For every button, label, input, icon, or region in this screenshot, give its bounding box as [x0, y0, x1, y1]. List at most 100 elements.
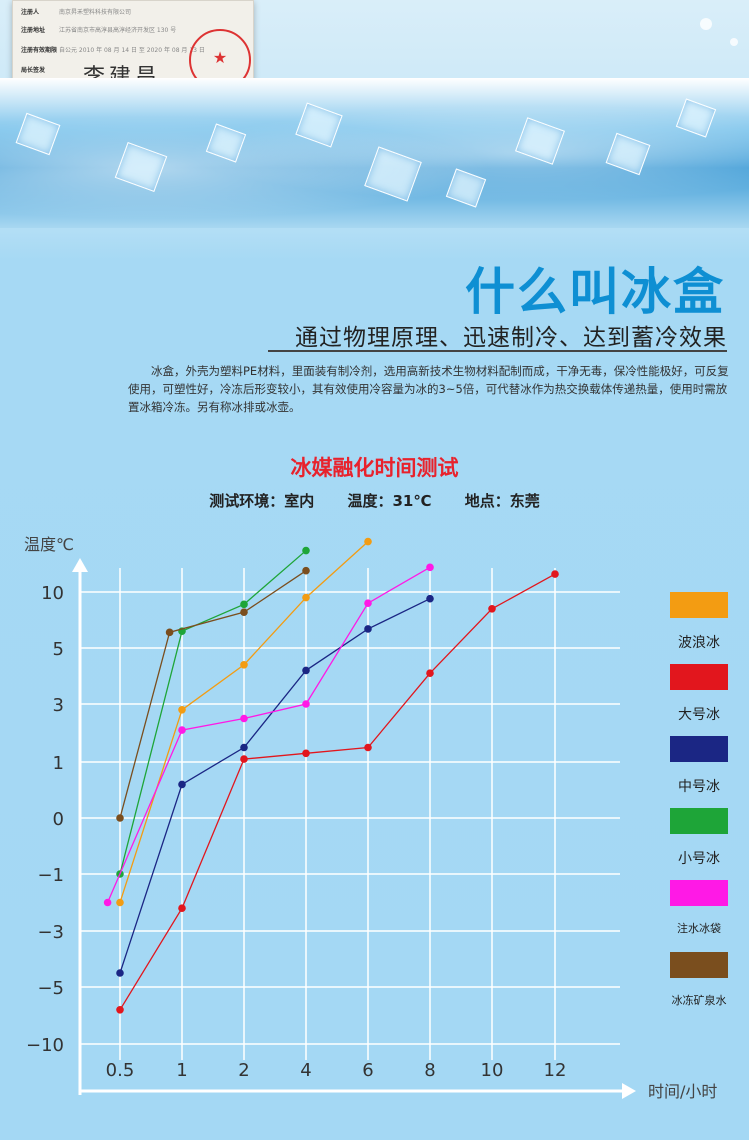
legend-swatch — [670, 952, 728, 978]
legend-item: 冰冻矿泉水 — [670, 952, 728, 1008]
env-temperature: 温度：31℃ — [347, 492, 432, 510]
ice-cube-decoration — [205, 123, 247, 163]
legend-label: 波浪冰 — [678, 635, 720, 651]
data-point — [116, 814, 124, 822]
data-point — [165, 628, 174, 637]
series-line — [119, 598, 431, 974]
data-point — [116, 969, 124, 977]
x-axis-label: 时间/小时 — [648, 1082, 717, 1101]
series-line — [119, 570, 307, 819]
chart-axes — [72, 558, 636, 1099]
data-point — [240, 714, 248, 723]
data-point — [364, 537, 372, 546]
data-point — [103, 898, 112, 907]
data-point — [178, 726, 186, 734]
data-point — [364, 599, 372, 607]
data-point — [240, 608, 248, 616]
data-point — [302, 749, 310, 758]
x-tick-label: 8 — [424, 1060, 435, 1081]
data-point — [240, 600, 248, 609]
data-point — [426, 669, 434, 677]
legend-swatch — [670, 736, 728, 762]
data-point — [240, 661, 248, 669]
cert-row-signer: 局长签发 — [21, 67, 46, 74]
legend-label: 大号冰 — [678, 707, 720, 723]
y-tick-label: 0 — [53, 809, 64, 830]
x-tick-label: 4 — [300, 1060, 311, 1081]
legend-swatch — [670, 664, 728, 690]
legend-label: 小号冰 — [678, 851, 720, 867]
data-point — [364, 743, 372, 752]
data-point — [488, 605, 496, 613]
ice-cubes-banner — [0, 18, 749, 228]
data-point — [178, 706, 186, 714]
x-axis-arrow — [622, 1083, 636, 1099]
series-line — [107, 566, 431, 903]
legend-swatch — [670, 808, 728, 834]
data-point — [426, 594, 434, 603]
x-tick-label: 2 — [238, 1060, 249, 1081]
ice-cube-decoration — [15, 112, 61, 156]
ice-cube-decoration — [114, 141, 168, 193]
water-drop-decoration — [700, 18, 712, 30]
y-tick-label: 5 — [53, 639, 64, 660]
legend-swatch — [670, 880, 728, 906]
y-tick-label: 10 — [41, 583, 64, 604]
x-tick-label: 10 — [481, 1060, 504, 1081]
data-point — [302, 666, 310, 675]
legend-label: 中号冰 — [678, 779, 720, 795]
data-point — [426, 563, 434, 572]
data-point — [551, 570, 559, 578]
y-tick-label: −10 — [26, 1035, 64, 1056]
y-axis-label: 温度℃ — [24, 535, 74, 554]
data-point — [302, 593, 310, 602]
chart-grid — [80, 568, 620, 1060]
ice-cube-decoration — [515, 117, 565, 165]
subtitle-underline — [268, 350, 727, 352]
description-paragraph: 冰盒，外壳为塑料PE材料，里面装有制冷剂，选用高新技术生物材料配制而成，干净无毒… — [128, 364, 729, 414]
series-line — [119, 550, 307, 875]
water-drop-decoration — [730, 38, 738, 46]
cert-row-holder: 注册人 南京昇禾塑料科技有限公司 — [21, 9, 132, 16]
legend-item: 大号冰 — [670, 664, 728, 724]
data-point — [302, 700, 310, 708]
legend-item: 中号冰 — [670, 736, 728, 796]
page-title: 什么叫冰盒 — [465, 263, 725, 321]
data-point — [116, 898, 124, 907]
legend-item: 注水冰袋 — [670, 880, 728, 936]
data-point — [240, 755, 248, 763]
env-location: 测试环境：室内 — [209, 492, 315, 510]
chart-series — [103, 537, 559, 1014]
y-tick-label: −3 — [37, 922, 64, 943]
x-tick-label: 1 — [176, 1060, 187, 1081]
ice-cube-decoration — [605, 132, 651, 176]
env-place: 地点：东莞 — [464, 492, 540, 510]
data-point — [302, 566, 310, 575]
data-point — [116, 1006, 124, 1014]
x-tick-label: 6 — [362, 1060, 373, 1081]
series-line — [119, 573, 556, 1011]
ice-cube-decoration — [295, 102, 343, 148]
cert-row-address: 注册地址 江苏省南京市高淳县高淳经济开发区 130 号 — [21, 27, 177, 34]
data-point — [364, 625, 372, 633]
legend-label: 冰冻矿泉水 — [671, 994, 727, 1007]
y-tick-label: 3 — [53, 695, 64, 716]
y-axis-arrow — [72, 558, 88, 572]
ice-cube-decoration — [445, 168, 487, 208]
legend-item: 波浪冰 — [670, 592, 728, 652]
y-tick-label: −5 — [37, 978, 64, 999]
chart-title: 冰媒融化时间测试 — [290, 456, 459, 480]
y-tick-label: 1 — [53, 753, 64, 774]
ice-cube-decoration — [364, 146, 422, 202]
data-point — [302, 546, 310, 555]
legend-swatch — [670, 592, 728, 618]
x-tick-label: 0.5 — [106, 1060, 135, 1081]
legend-item: 小号冰 — [670, 808, 728, 868]
legend-label: 注水冰袋 — [677, 922, 721, 935]
page-subtitle: 通过物理原理、迅速制冷、达到蓄冷效果 — [295, 325, 727, 351]
cert-row-validity: 注册有效期限 自公元 2010 年 08 月 14 日 至 2020 年 08 月… — [21, 47, 205, 54]
chart-environment: 测试环境：室内 温度：31℃ 地点：东莞 — [0, 490, 749, 511]
data-point — [178, 904, 186, 912]
data-point — [178, 780, 186, 789]
